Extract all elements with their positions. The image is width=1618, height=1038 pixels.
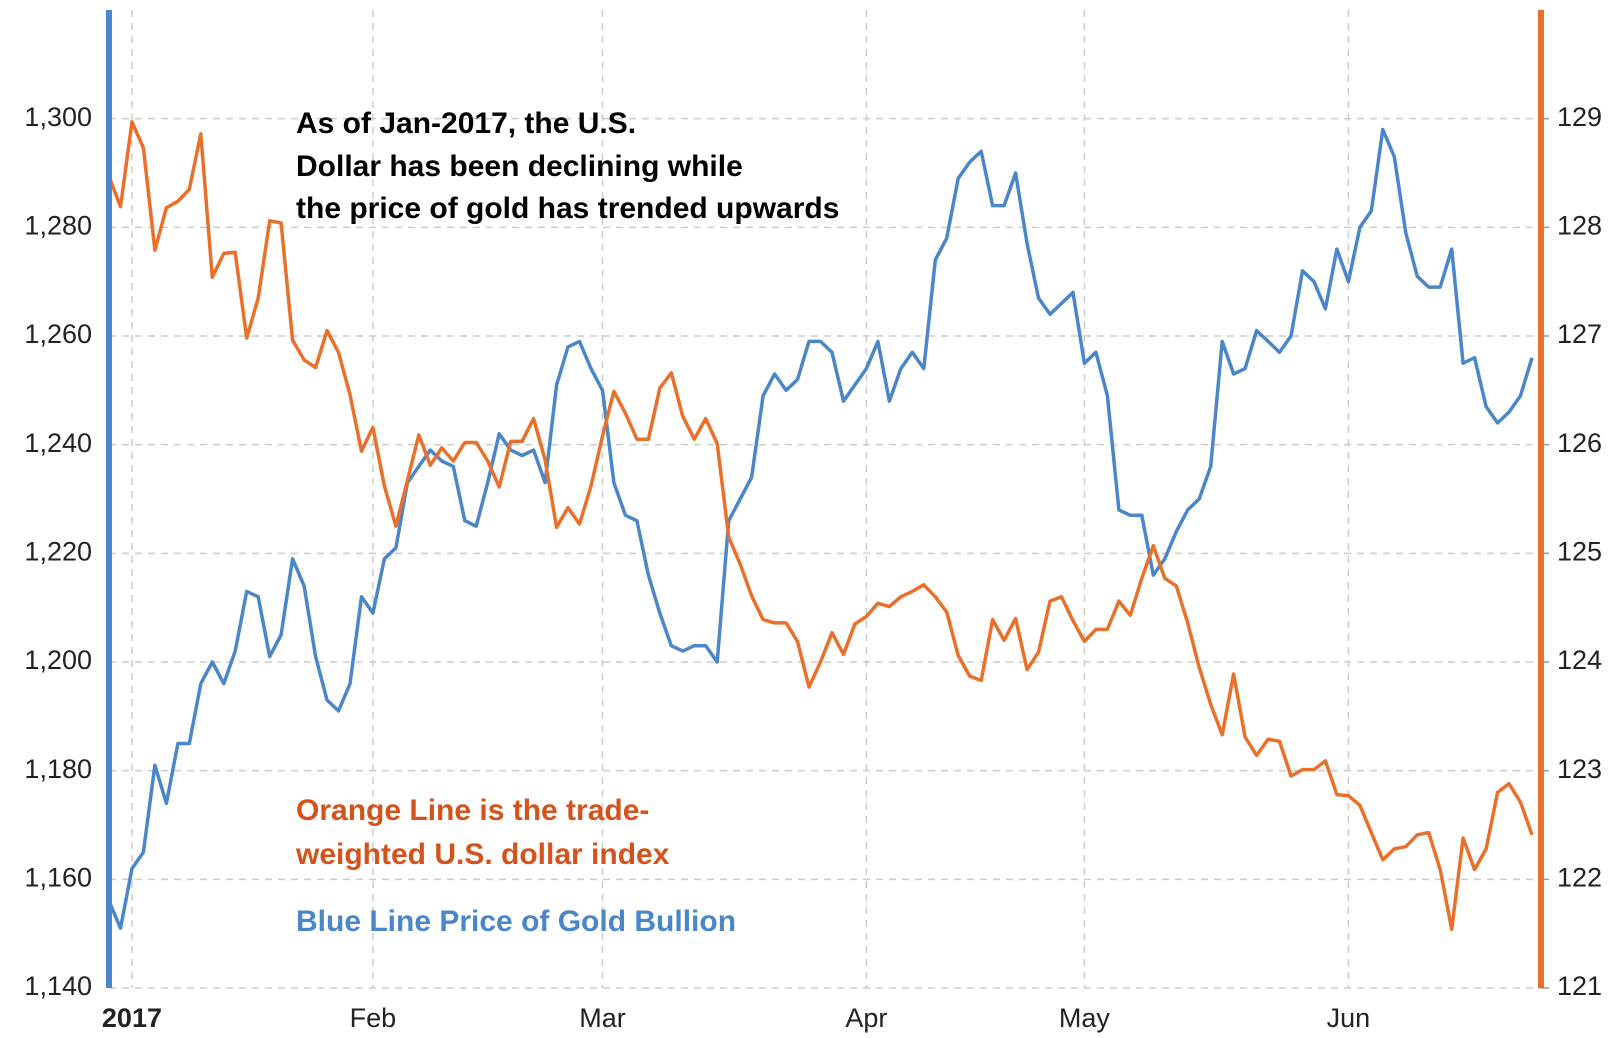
annotation: Orange Line is the trade- xyxy=(296,794,649,827)
y-tick-label: 1,140 xyxy=(24,971,92,1001)
annotation: weighted U.S. dollar index xyxy=(295,838,670,871)
x-tick-label: Mar xyxy=(579,1003,626,1033)
y2-tick-label: 128 xyxy=(1557,210,1602,240)
y-tick-label: 1,260 xyxy=(24,319,92,349)
x-tick-label: Feb xyxy=(350,1003,397,1033)
y2-tick-label: 127 xyxy=(1557,319,1602,349)
y2-tick-label: 121 xyxy=(1557,971,1602,1001)
y-tick-label: 1,200 xyxy=(24,645,92,675)
data-line xyxy=(107,120,1534,932)
y2-tick-label: 129 xyxy=(1557,102,1602,132)
x-tick-label: 2017 xyxy=(102,1003,162,1033)
y2-tick-label: 123 xyxy=(1557,754,1602,784)
annotation: Blue Line Price of Gold Bullion xyxy=(296,905,736,938)
data-line xyxy=(107,127,1534,930)
x-tick-label: Apr xyxy=(845,1003,887,1033)
annotation: As of Jan-2017, the U.S. xyxy=(296,107,636,140)
annotation: the price of gold has trended upwards xyxy=(296,192,839,225)
y-tick-label: 1,180 xyxy=(24,754,92,784)
y2-tick-label: 122 xyxy=(1557,862,1602,892)
y-tick-label: 1,220 xyxy=(24,536,92,566)
y2-tick-label: 126 xyxy=(1557,428,1602,458)
y-tick-label: 1,280 xyxy=(24,210,92,240)
x-tick-label: Jun xyxy=(1327,1003,1371,1033)
x-tick-label: May xyxy=(1059,1003,1111,1033)
y2-tick-label: 125 xyxy=(1557,536,1602,566)
y-tick-label: 1,300 xyxy=(24,102,92,132)
y2-tick-label: 124 xyxy=(1557,645,1602,675)
annotation: Dollar has been declining while xyxy=(296,150,743,183)
y-tick-label: 1,160 xyxy=(24,862,92,892)
y-tick-label: 1,240 xyxy=(24,428,92,458)
